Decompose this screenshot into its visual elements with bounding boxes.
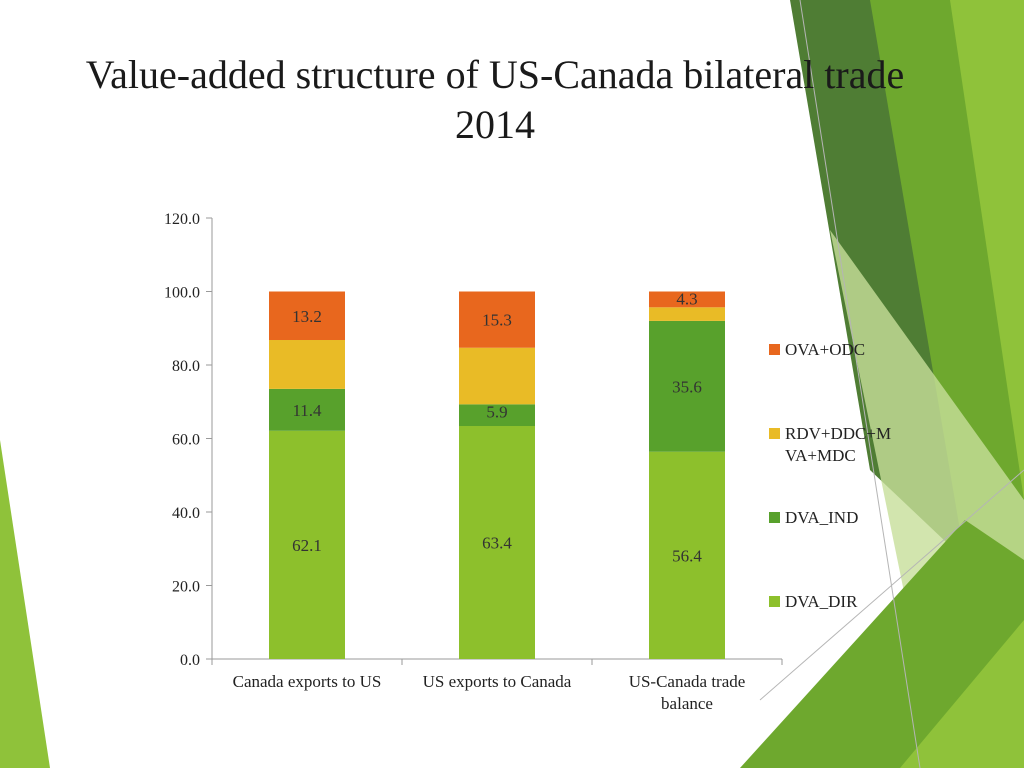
data-label: 63.4 — [482, 534, 512, 553]
bar-segment — [459, 426, 535, 659]
legend-swatch — [769, 596, 780, 607]
data-label: 13.2 — [292, 307, 322, 326]
left-green-sliver — [0, 440, 50, 768]
legend: OVA+ODC RDV+DDC+M VA+MDC DVA_IND DVA_DIR — [769, 340, 891, 611]
y-tick-label: 80.0 — [172, 358, 200, 375]
title-line-2: 2014 — [455, 102, 535, 147]
bar-segment — [459, 291, 535, 348]
data-label: 62.1 — [292, 536, 322, 555]
legend-swatch — [769, 512, 780, 523]
data-label: 11.4 — [292, 401, 322, 420]
bar-segment — [269, 340, 345, 389]
right-bright-green-panel — [950, 0, 1024, 500]
data-label: 15.3 — [482, 311, 512, 330]
data-label: 5.9 — [486, 402, 507, 421]
y-axis: 0.0 20.0 40.0 60.0 80.0 100.0 120.0 — [164, 211, 213, 669]
bars: 62.1 11.4 13.2 63.4 5.9 15.3 56.4 35.6 4.3 — [269, 290, 725, 659]
legend-swatch — [769, 428, 780, 439]
y-tick-label: 60.0 — [172, 432, 200, 449]
bar-segment — [459, 347, 535, 405]
decor-thin-line — [799, 0, 921, 768]
y-tick-label: 0.0 — [180, 652, 200, 669]
bar-segment — [269, 430, 345, 659]
data-label: 56.4 — [672, 546, 702, 565]
x-category-label: US-Canada trade balance — [629, 672, 746, 713]
bar-segment — [269, 291, 345, 341]
legend-label: DVA_IND — [785, 508, 858, 527]
bar-segment — [269, 388, 345, 431]
legend-swatch — [769, 344, 780, 355]
title-line-1: Value-added structure of US-Canada bilat… — [85, 52, 905, 97]
slide-title: Value-added structure of US-Canada bilat… — [20, 50, 970, 150]
y-tick-label: 100.0 — [164, 285, 200, 302]
x-category-label: US exports to Canada — [423, 672, 572, 691]
bar-segment — [459, 404, 535, 427]
data-label: 4.3 — [676, 290, 697, 309]
legend-label: RDV+DDC+M VA+MDC — [785, 424, 891, 465]
decor-thin-line-2 — [759, 469, 1024, 701]
bar-segment — [649, 307, 725, 321]
data-label: 35.6 — [672, 377, 702, 396]
legend-label: OVA+ODC — [785, 340, 865, 359]
bar-segment — [649, 291, 725, 308]
y-tick-label: 20.0 — [172, 579, 200, 596]
y-tick-label: 40.0 — [172, 505, 200, 522]
bar-segment — [649, 451, 725, 659]
bar-segment — [649, 320, 725, 452]
y-tick-label: 120.0 — [164, 211, 200, 228]
legend-label: DVA_DIR — [785, 592, 858, 611]
x-axis: Canada exports to US US exports to Canada… — [211, 658, 783, 713]
x-category-label: Canada exports to US — [233, 672, 382, 691]
bottom-right-bright-panel — [900, 620, 1024, 768]
